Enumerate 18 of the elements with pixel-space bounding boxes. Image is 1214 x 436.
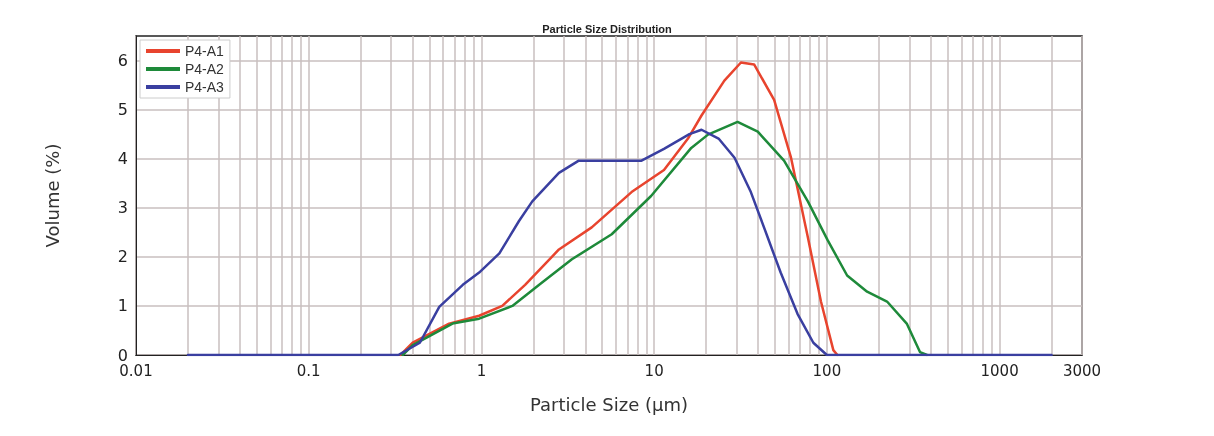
legend-label: P4-A1 — [185, 43, 225, 59]
y-axis-title: Volume (%) — [41, 143, 63, 248]
x-tick-label: 0.1 — [296, 361, 321, 380]
x-tick-label: 1 — [476, 361, 487, 380]
legend-label: P4-A2 — [185, 61, 225, 77]
legend-label: P4-A3 — [185, 79, 225, 95]
x-tick-label: 100 — [812, 361, 842, 380]
y-tick-label: 2 — [117, 247, 128, 267]
x-tick-label: 1000 — [980, 361, 1019, 380]
x-tick-label: 10 — [644, 361, 664, 380]
y-tick-label: 5 — [117, 100, 128, 120]
y-tick-label: 1 — [117, 296, 128, 316]
chart-title: Particle Size Distribution — [542, 22, 673, 35]
y-tick-label: 6 — [117, 51, 128, 71]
x-tick-label: 3000 — [1062, 361, 1102, 380]
y-tick-label: 4 — [117, 149, 128, 169]
y-tick-label: 3 — [117, 198, 128, 218]
x-axis-title: Particle Size (µm) — [530, 393, 688, 415]
